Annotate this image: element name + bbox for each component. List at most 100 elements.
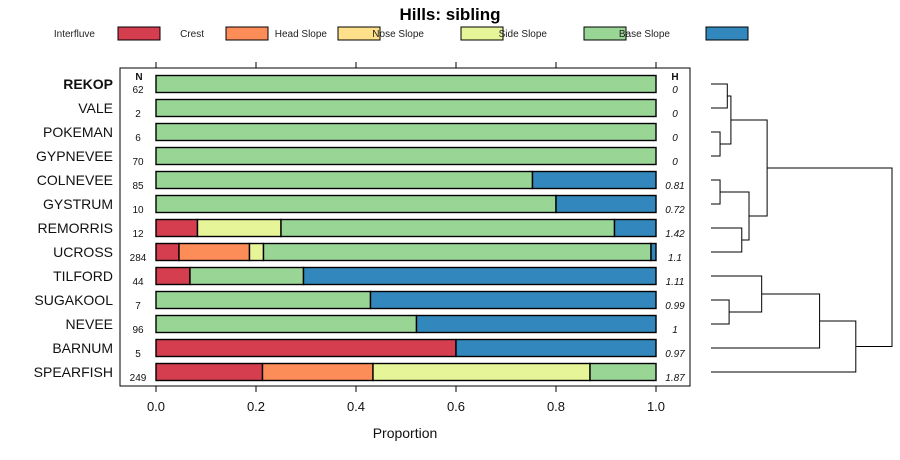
row-tilford: TILFORD 44 1.11	[53, 266, 684, 288]
row-nevee: NEVEE 96 1	[66, 314, 678, 336]
dendrogram-branch-10	[711, 293, 821, 349]
n-value: 62	[132, 85, 144, 96]
top-ticks	[155, 62, 657, 68]
h-value: 1.1	[668, 253, 682, 264]
bar-segment-side-slope	[155, 122, 657, 142]
site-label: REMORRIS	[38, 220, 113, 236]
row-vale: VALE 2 0	[78, 98, 678, 120]
bar-segment-interfluve	[155, 218, 199, 238]
n-value: 12	[132, 229, 144, 240]
dendrogram-branch-9	[711, 275, 763, 313]
row-pokeman: POKEMAN 6 0	[43, 122, 678, 144]
x-tick-label-4: 0.8	[547, 399, 565, 414]
n-column-header: N	[135, 72, 142, 83]
legend-swatch-2	[337, 26, 381, 41]
h-value: 0	[672, 109, 678, 120]
bar-segment-side-slope	[262, 242, 652, 262]
site-label: GYPNEVEE	[36, 148, 113, 164]
bar-segment-nose-slope	[372, 362, 591, 382]
h-value: 1.42	[665, 229, 685, 240]
dendrogram-branch-12	[767, 167, 893, 347]
bar-segment-base-slope	[531, 170, 657, 190]
bar-segment-base-slope	[613, 218, 657, 238]
site-label: REKOP	[63, 76, 113, 92]
bar-segment-base-slope	[650, 242, 657, 262]
site-label: SUGAKOOL	[34, 292, 113, 308]
x-tick-label-3: 0.6	[447, 399, 465, 414]
h-value: 0.97	[665, 349, 685, 360]
site-label: NEVEE	[66, 316, 113, 332]
bar-segment-side-slope	[155, 290, 372, 310]
h-value: 0	[672, 133, 678, 144]
plot-frame	[119, 67, 691, 387]
bar-segment-side-slope	[155, 194, 557, 214]
row-spearfish: SPEARFISH 249 1.87	[34, 362, 685, 384]
bar-segment-base-slope	[455, 338, 657, 358]
dendrogram-branch-1	[711, 83, 728, 109]
n-value: 85	[132, 181, 144, 192]
site-label: SPEARFISH	[34, 364, 113, 380]
bar-segment-nose-slope	[196, 218, 282, 238]
bar-segment-crest	[261, 362, 374, 382]
site-label: TILFORD	[53, 268, 113, 284]
h-value: 0.99	[665, 301, 685, 312]
dendrogram	[711, 83, 893, 373]
h-value: 0.81	[665, 181, 684, 192]
bar-segment-side-slope	[189, 266, 305, 286]
legend-swatch-4	[583, 26, 627, 41]
bar-segment-side-slope	[280, 218, 616, 238]
chart-title: Hills: sibling	[399, 5, 500, 24]
site-label: VALE	[78, 100, 113, 116]
bar-segment-interfluve	[155, 266, 191, 286]
h-value: 1.87	[665, 373, 685, 384]
x-tick-label-5: 1.0	[647, 399, 665, 414]
legend-swatch-1	[225, 26, 269, 41]
bar-segment-interfluve	[155, 242, 180, 262]
n-value: 96	[132, 325, 144, 336]
row-colnevee: COLNEVEE 85 0.81	[37, 170, 685, 192]
legend-label-0: Interfluve	[54, 29, 96, 40]
h-value: 0	[672, 85, 678, 96]
n-value: 10	[132, 205, 144, 216]
legend-label-4: Side Slope	[499, 29, 548, 40]
row-remorris: REMORRIS 12 1.42	[38, 218, 685, 240]
n-value: 70	[132, 157, 144, 168]
bar-rows: REKOP 62 0 VALE 2 0 POKEMAN 6 0 GYPNEVEE 70 0 COLNEV…	[34, 74, 685, 384]
row-gypnevee: GYPNEVEE 70 0	[36, 146, 678, 168]
x-tick-label-0: 0.0	[147, 399, 165, 414]
bar-segment-base-slope	[555, 194, 657, 214]
dendrogram-branch-6	[720, 191, 750, 241]
legend-label-3: Nose Slope	[372, 29, 424, 40]
dendrogram-branch-8	[711, 299, 730, 325]
bar-segment-side-slope	[155, 314, 418, 334]
bar-segment-interfluve	[155, 362, 264, 382]
h-value: 1	[672, 325, 678, 336]
bottom-ticks: 0.0 0.2 0.4 0.6 0.8 1.0	[147, 386, 665, 414]
n-value: 2	[135, 109, 141, 120]
bar-segment-interfluve	[155, 338, 457, 358]
row-barnum: BARNUM 5 0.97	[52, 338, 685, 360]
bar-segment-crest	[178, 242, 251, 262]
dendrogram-branch-5	[711, 227, 743, 253]
n-value: 6	[135, 133, 141, 144]
n-value: 5	[135, 349, 141, 360]
site-label: GYSTRUM	[43, 196, 113, 212]
row-ucross: UCROSS 284 1.1	[53, 242, 682, 264]
site-label: BARNUM	[52, 340, 113, 356]
x-tick-label-2: 0.4	[347, 399, 365, 414]
bar-segment-base-slope	[415, 314, 657, 334]
legend-label-2: Head Slope	[275, 29, 328, 40]
legend-swatch-5	[705, 26, 749, 41]
bar-segment-base-slope	[369, 290, 657, 310]
row-sugakool: SUGAKOOL 7 0.99	[34, 290, 685, 312]
n-value: 44	[132, 277, 144, 288]
h-value: 0.72	[665, 205, 685, 216]
bar-segment-nose-slope	[248, 242, 265, 262]
bar-segment-side-slope	[155, 74, 657, 94]
dendrogram-branch-4	[711, 179, 721, 205]
row-gystrum: GYSTRUM 10 0.72	[43, 194, 685, 216]
bar-segment-base-slope	[302, 266, 657, 286]
dendrogram-branch-11	[711, 320, 857, 373]
n-value: 284	[130, 253, 147, 264]
site-label: UCROSS	[53, 244, 113, 260]
